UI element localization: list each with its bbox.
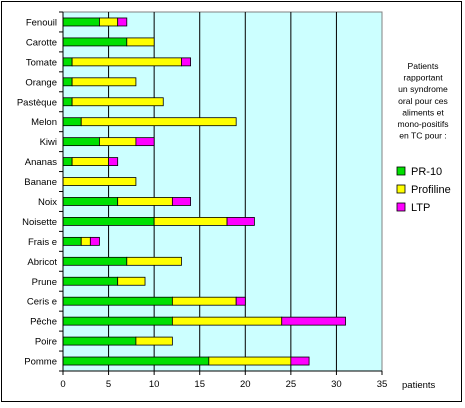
- bar-segment-ltp: [89, 236, 100, 246]
- bar-segment-ltp: [117, 17, 128, 27]
- category-label: Pêche: [30, 317, 57, 328]
- category-label: Ananas: [25, 157, 57, 168]
- legend-note-line: en TC pour :: [399, 131, 447, 141]
- legend-swatch: [396, 202, 406, 212]
- bar-segment-profiline: [71, 57, 182, 67]
- bar-segment-profiline: [80, 117, 237, 127]
- bar-segment-ltp: [171, 197, 192, 206]
- bar-segment-pr-10: [62, 296, 173, 306]
- bar-segment-profiline: [99, 17, 119, 27]
- category-label: Noisette: [22, 217, 57, 228]
- bar-segment-profiline: [171, 296, 237, 306]
- bar-segment-profiline: [135, 336, 173, 346]
- x-tick-label: 20: [240, 379, 251, 390]
- bar-segment-pr-10: [62, 197, 119, 206]
- x-tick-label: 30: [331, 379, 342, 390]
- bar-segment-profiline: [71, 97, 164, 107]
- bar-segment-ltp: [290, 356, 310, 366]
- category-label: Banane: [24, 177, 57, 188]
- bar-segment-ltp: [181, 57, 192, 67]
- bar-segment-profiline: [126, 37, 155, 47]
- bar-segment-pr-10: [62, 316, 173, 326]
- x-tick-label: 15: [194, 379, 205, 390]
- x-tick-label: 35: [377, 379, 388, 390]
- category-label: Pomme: [24, 357, 57, 368]
- legend-note-line: aliments et: [402, 107, 444, 117]
- bars: [62, 17, 346, 366]
- bar-segment-profiline: [71, 77, 137, 87]
- bar-segment-profiline: [71, 157, 109, 166]
- category-label: Frais e: [28, 237, 57, 248]
- axes: [59, 11, 382, 372]
- legend-swatch: [396, 166, 406, 176]
- legend-entry: PR-10: [411, 166, 442, 178]
- bar-segment-pr-10: [62, 157, 73, 166]
- category-label: Fenouil: [26, 17, 57, 28]
- x-tick-label: 5: [106, 379, 111, 390]
- bar-segment-profiline: [80, 236, 91, 246]
- bar-segment-profiline: [171, 316, 283, 326]
- category-label: Carotte: [26, 37, 57, 48]
- plot-area: [62, 11, 383, 372]
- bar-segment-profiline: [208, 356, 292, 366]
- category-label: Melon: [31, 117, 57, 128]
- x-tick-label: 0: [60, 379, 65, 390]
- category-label: Noix: [38, 197, 57, 208]
- x-tick-label: 25: [286, 379, 297, 390]
- bar-segment-ltp: [226, 217, 255, 226]
- bar-segment-pr-10: [62, 236, 82, 246]
- legend-entry: Profiline: [411, 184, 451, 196]
- x-tick-labels: 0 5 10 15 20 25 30 35: [60, 379, 387, 390]
- bar-segment-pr-10: [62, 356, 210, 366]
- bar-segment-profiline: [153, 217, 228, 226]
- category-label: Tomate: [26, 57, 57, 68]
- bar-segment-profiline: [126, 256, 182, 266]
- bar-segment-pr-10: [62, 57, 73, 67]
- bar-segment-pr-10: [62, 97, 73, 107]
- bar-segment-pr-10: [62, 217, 155, 226]
- legend-entry: LTP: [411, 202, 430, 214]
- grid-lines: [62, 12, 383, 375]
- bar-segment-pr-10: [62, 117, 82, 127]
- bar-segment-pr-10: [62, 17, 100, 27]
- bar-segment-pr-10: [62, 37, 128, 47]
- stacked-bar-chart: Fenouil Carotte Tomate Orange Pastèque Melon K…: [17, 11, 451, 391]
- category-label: Ceris e: [27, 297, 57, 308]
- bar-segment-ltp: [135, 137, 155, 147]
- category-label: Prune: [32, 277, 57, 288]
- legend-note-line: rapportant: [403, 73, 443, 83]
- bar-segment-ltp: [235, 296, 246, 306]
- chart-frame: Fenouil Carotte Tomate Orange Pastèque Melon K…: [1, 1, 462, 402]
- legend-note-line: Patients: [407, 61, 438, 71]
- legend-note-line: mono-positifs: [397, 119, 448, 129]
- category-label: Poire: [35, 337, 57, 348]
- bar-segment-profiline: [117, 197, 173, 206]
- bar-segment-pr-10: [62, 276, 119, 286]
- bar-segment-pr-10: [62, 336, 137, 346]
- category-label: Kiwi: [40, 137, 57, 148]
- legend-note-line: oral pour ces: [398, 96, 448, 106]
- bar-segment-pr-10: [62, 77, 73, 87]
- category-label: Orange: [25, 77, 57, 88]
- category-label: Pastèque: [17, 97, 57, 108]
- category-labels: Fenouil Carotte Tomate Orange Pastèque Melon K…: [17, 17, 58, 367]
- bar-segment-profiline: [117, 276, 146, 286]
- x-axis-label: patients: [402, 380, 436, 391]
- bar-segment-ltp: [281, 316, 346, 326]
- legend-swatch: [396, 184, 406, 194]
- bar-segment-pr-10: [62, 137, 100, 147]
- legend: PR-10 Profiline LTP: [396, 166, 451, 214]
- bar-segment-pr-10: [62, 256, 128, 266]
- x-tick-label: 10: [149, 379, 160, 390]
- legend-note-line: un syndrome: [398, 84, 448, 94]
- plot-background: [62, 11, 383, 372]
- bar-segment-profiline: [62, 177, 137, 186]
- bar-segment-profiline: [99, 137, 137, 147]
- bar-segment-ltp: [108, 157, 119, 166]
- category-label: Abricot: [27, 257, 57, 268]
